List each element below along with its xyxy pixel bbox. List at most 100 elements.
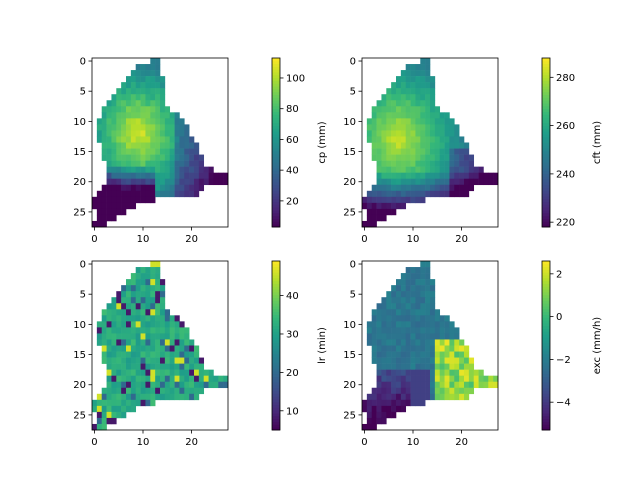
heatmap-cell	[198, 166, 205, 173]
heatmap-cell	[150, 76, 156, 83]
heatmap-cell	[150, 291, 156, 298]
heatmap-cell	[111, 363, 117, 370]
heatmap-cell	[454, 130, 460, 137]
heatmap-cell	[464, 166, 470, 173]
heatmap-cell	[449, 160, 455, 167]
heatmap-cell	[121, 321, 127, 328]
heatmap-cell	[189, 345, 195, 352]
heatmap-cell	[391, 351, 397, 358]
heatmap-cell	[203, 166, 209, 173]
heatmap-cell	[473, 178, 479, 186]
heatmap-cell	[203, 369, 209, 376]
heatmap-cell	[164, 393, 171, 401]
heatmap-cell	[135, 76, 141, 83]
heatmap-cell	[400, 393, 407, 401]
heatmap-cell	[386, 106, 392, 113]
heatmap-cell	[376, 184, 382, 192]
heatmap-cell	[145, 375, 151, 383]
heatmap-cell	[444, 148, 450, 155]
heatmap-cell	[160, 309, 166, 316]
heatmap-cell	[140, 184, 146, 192]
colorbar-tick-label: 60	[286, 135, 299, 146]
heatmap-cell	[145, 172, 151, 180]
heatmap-cell	[140, 94, 146, 101]
heatmap-cell	[140, 303, 146, 310]
heatmap-cell	[111, 208, 117, 216]
heatmap-cell	[425, 178, 431, 186]
heatmap-cell	[386, 405, 392, 413]
heatmap-cell	[371, 202, 377, 210]
heatmap-cell	[371, 339, 377, 346]
colorbar-segment	[542, 91, 550, 96]
heatmap-cell	[116, 351, 122, 358]
heatmap-cell	[135, 166, 141, 173]
heatmap-cell	[155, 94, 161, 101]
heatmap-cell	[362, 202, 368, 210]
colorbar-segment	[272, 418, 280, 422]
colorbar-segment	[542, 376, 550, 380]
heatmap-cell	[420, 190, 426, 198]
heatmap-cell	[130, 273, 137, 280]
heatmap-cell	[189, 172, 195, 180]
heatmap-cells	[362, 261, 499, 431]
heatmap-cell	[150, 88, 156, 95]
heatmap-cell	[213, 375, 219, 383]
heatmap-cell	[174, 315, 180, 322]
y-tick-label: 5	[80, 290, 86, 301]
heatmap-cell	[420, 285, 426, 292]
colorbar-segment	[272, 314, 280, 318]
heatmap-cell	[218, 375, 224, 383]
heatmap-cell	[396, 279, 402, 286]
heatmap-cell	[169, 345, 175, 352]
heatmap-cell	[150, 70, 156, 77]
heatmap-cell	[381, 333, 387, 340]
heatmap-cell	[420, 273, 426, 280]
heatmap-cell	[371, 423, 377, 431]
heatmap-cell	[444, 142, 450, 149]
heatmap-cell	[405, 148, 411, 155]
heatmap-cell	[126, 196, 132, 204]
heatmap-cell	[420, 357, 426, 364]
heatmap-cell	[130, 405, 137, 413]
heatmap-cell	[464, 160, 470, 167]
heatmap-cell	[130, 100, 137, 107]
heatmap-cell	[135, 327, 141, 334]
heatmap-cell	[135, 136, 141, 143]
heatmap-cell	[430, 130, 436, 137]
heatmap-cell	[126, 405, 132, 413]
heatmap-cell	[111, 315, 117, 322]
heatmap-cell	[179, 321, 185, 328]
colorbar-segment	[542, 181, 550, 186]
heatmap-cell	[381, 393, 387, 401]
heatmap-cell	[371, 148, 377, 155]
heatmap-cell	[160, 178, 166, 186]
colorbar-segment	[272, 58, 280, 62]
colorbar-segment	[542, 362, 550, 366]
colorbar-segment	[272, 114, 280, 118]
heatmap-cell	[430, 345, 436, 352]
colorbar-segment	[542, 150, 550, 155]
heatmap-cell	[111, 190, 117, 198]
y-tick-label: 10	[343, 117, 356, 128]
heatmap-cell	[425, 154, 431, 161]
heatmap-cell	[179, 142, 185, 149]
heatmap-cell	[386, 196, 392, 204]
y-tick-label: 20	[73, 380, 86, 391]
heatmap-cell	[439, 393, 445, 401]
heatmap-cell	[439, 130, 445, 137]
heatmap-cell	[415, 106, 421, 113]
heatmap-cell	[111, 130, 117, 137]
colorbar-tick-label: 240	[556, 169, 575, 180]
heatmap-cell	[116, 118, 122, 125]
heatmap-cell	[381, 94, 387, 101]
heatmap-cell	[111, 184, 117, 192]
heatmap-cell	[400, 279, 407, 286]
heatmap-cell	[101, 208, 107, 216]
heatmap-cell	[386, 357, 392, 364]
heatmap-cell	[410, 106, 416, 113]
heatmap-cell	[400, 405, 407, 413]
heatmap-cell	[425, 339, 431, 346]
heatmap-cell	[150, 339, 156, 346]
colorbar-segment	[272, 379, 280, 383]
heatmap-cell	[106, 196, 112, 204]
